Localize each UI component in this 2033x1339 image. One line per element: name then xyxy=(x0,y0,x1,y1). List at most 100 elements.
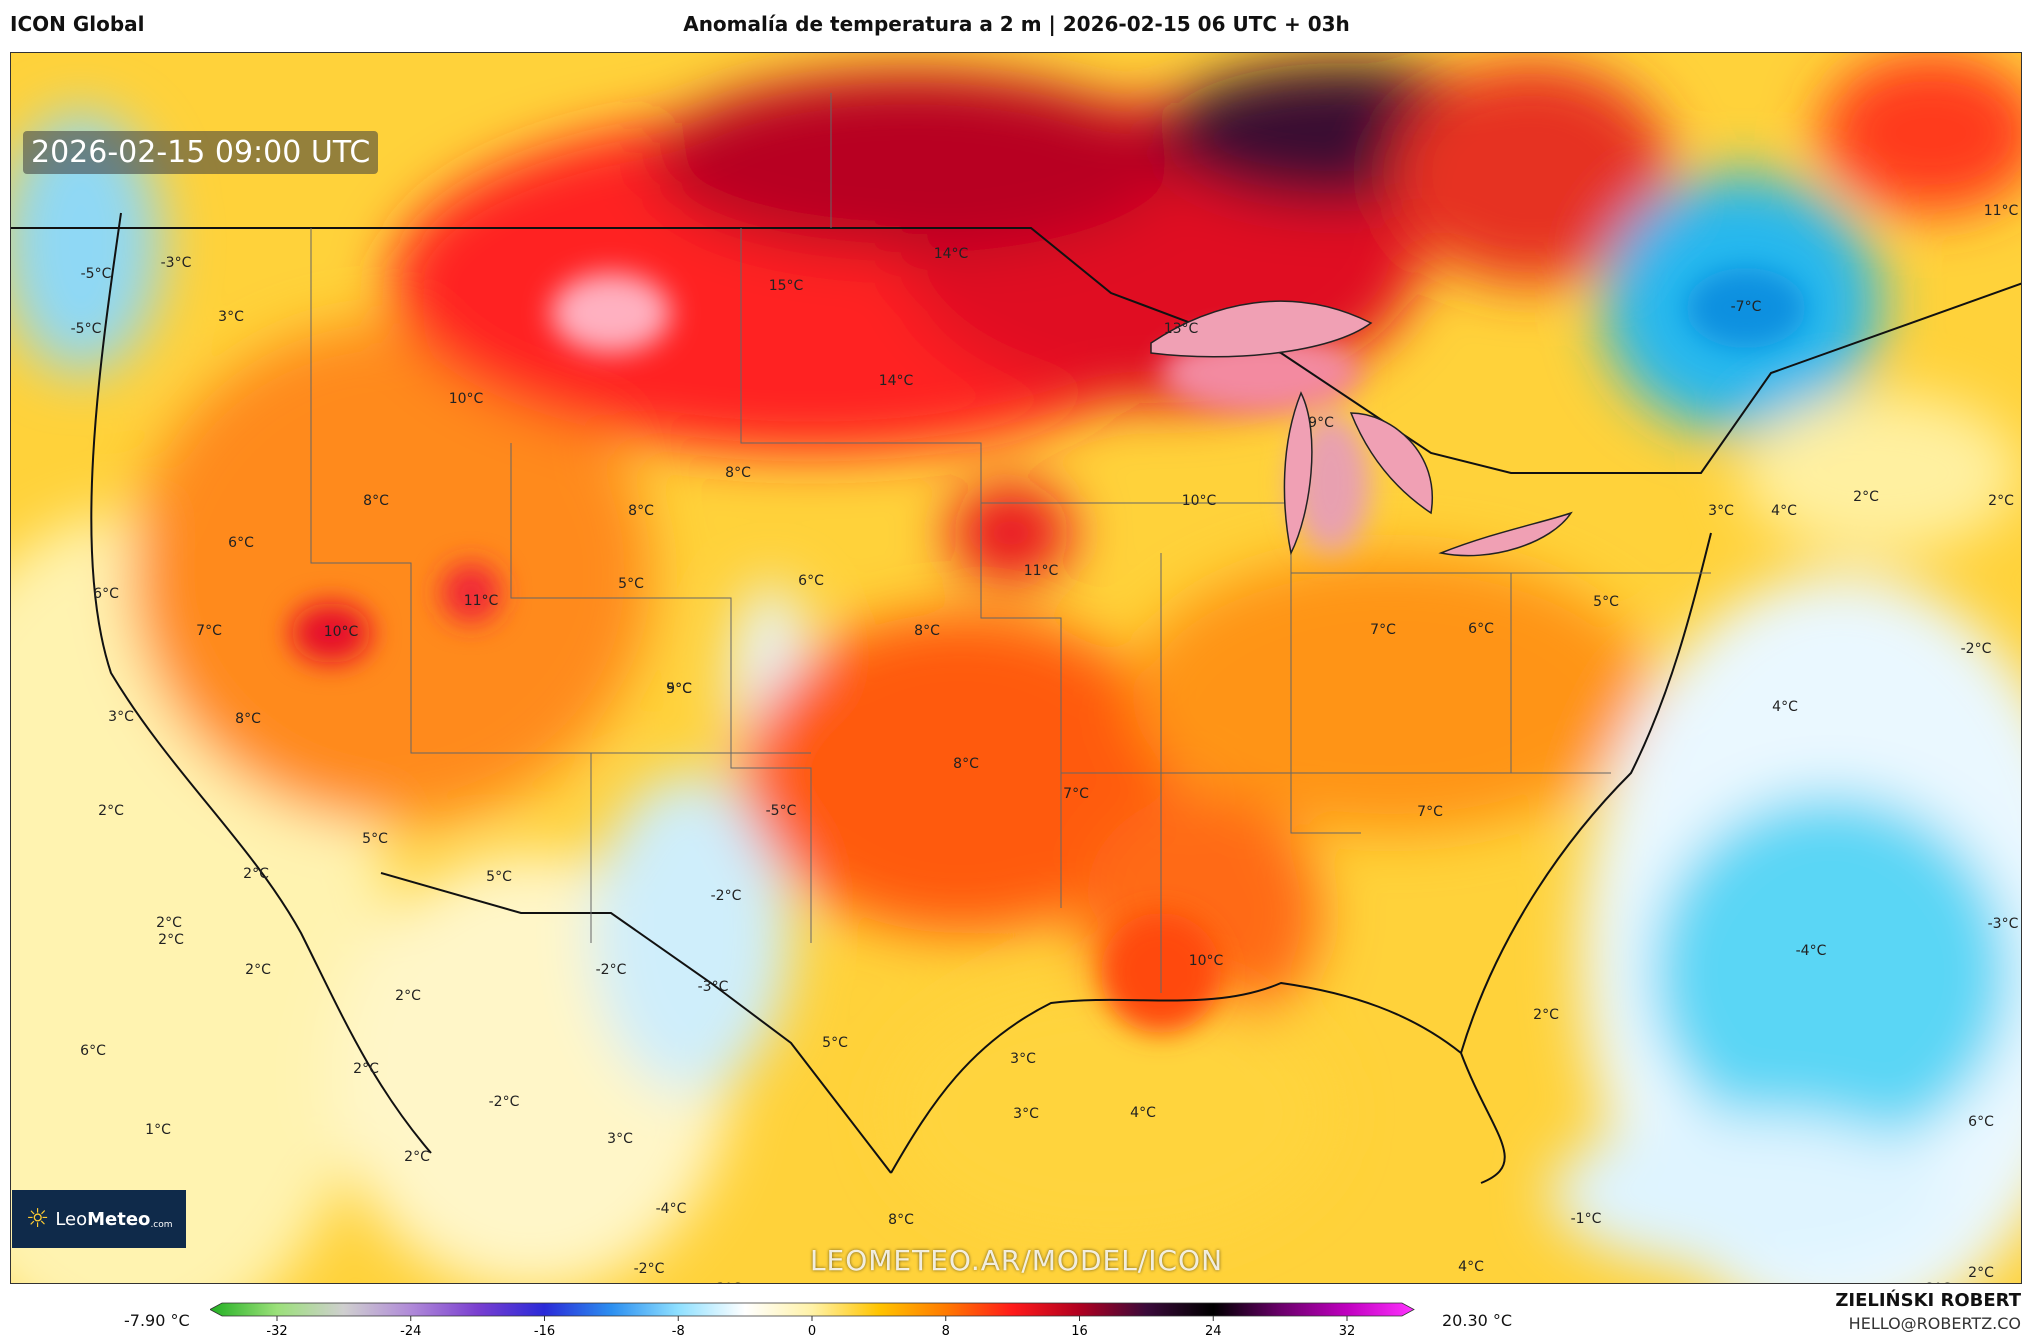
temperature-label: -1°C xyxy=(1571,1211,1602,1227)
colorbar: -32 -24 -16 -8 0 8 16 24 32 xyxy=(210,1302,1415,1339)
temperature-label: 6°C xyxy=(798,573,824,589)
temperature-label: -2°C xyxy=(634,1261,665,1277)
colorbar-gradient xyxy=(210,1302,1415,1317)
temperature-label: -5°C xyxy=(81,266,112,282)
colorbar-min-value: -7.90 °C xyxy=(124,1311,190,1330)
temperature-label: 2°C xyxy=(1988,493,2014,509)
temperature-label: 5°C xyxy=(822,1035,848,1051)
temperature-label: 7°C xyxy=(1417,804,1443,820)
colorbar-max-value: 20.30 °C xyxy=(1442,1311,1513,1330)
temperature-label: 3°C xyxy=(1708,503,1734,519)
author-email: HELLO@ROBERTZ.CO xyxy=(1848,1314,2021,1333)
temperature-label: 8°C xyxy=(628,503,654,519)
map-title: Anomalía de temperatura a 2 m | 2026-02-… xyxy=(683,12,1350,36)
temperature-label: 8°C xyxy=(363,493,389,509)
shading-detail xyxy=(291,268,1806,1033)
temperature-label: 4°C xyxy=(1130,1105,1156,1121)
temperature-label: -2°C xyxy=(711,888,742,904)
temperature-label: 8°C xyxy=(914,623,940,639)
temperature-label: 2°C xyxy=(404,1149,430,1165)
temperature-label: 15°C xyxy=(769,278,804,294)
temperature-label: -7°C xyxy=(1731,299,1762,315)
colorbar-tick-label: -24 xyxy=(400,1324,421,1339)
temperature-label: -2°C xyxy=(489,1094,520,1110)
temperature-label: 7°C xyxy=(1370,622,1396,638)
temperature-label: -4°C xyxy=(656,1201,687,1217)
anomaly-map[interactable]: 14°C 15°C 14°C 13°C 11°C -7°C -3°C -5°C 3°C 10°C 8… xyxy=(10,52,2022,1284)
colorbar-tick-label: -16 xyxy=(534,1324,555,1339)
temperature-label: 5°C xyxy=(618,576,644,592)
temperature-label: 7°C xyxy=(196,623,222,639)
temperature-label: 2°C xyxy=(1853,489,1879,505)
author-name: ZIELIŃSKI ROBERT xyxy=(1835,1290,2021,1311)
sun-icon: ☼ xyxy=(26,1204,50,1234)
temperature-label: 6°C xyxy=(80,1043,106,1059)
temperature-label: -3°C xyxy=(1988,916,2019,932)
temperature-label: 5°C xyxy=(1593,594,1619,610)
temperature-label: 2°C xyxy=(98,803,124,819)
temperature-label: 3°C xyxy=(108,709,134,725)
great-lakes xyxy=(1150,300,1573,557)
temperature-label: 2°C xyxy=(158,932,184,948)
temperature-label: 7°C xyxy=(1063,786,1089,802)
temperature-label: 10°C xyxy=(1182,493,1217,509)
colorbar-tick-label: 16 xyxy=(1071,1324,1088,1339)
colorbar-tick-label: 24 xyxy=(1205,1324,1222,1339)
temperature-label: 3°C xyxy=(218,309,244,325)
temperature-label: 2°C xyxy=(243,866,269,882)
temperature-label: 8°C xyxy=(235,711,261,727)
temperature-label: 6°C xyxy=(1968,1114,1994,1130)
temperature-label: 10°C xyxy=(449,391,484,407)
temperature-label: 5°C xyxy=(362,831,388,847)
temperature-label: -4°C xyxy=(1796,943,1827,959)
temperature-label: 11°C xyxy=(1984,203,2019,219)
temperature-label: -3°C xyxy=(161,255,192,271)
temperature-label: 4°C xyxy=(1771,503,1797,519)
colorbar-tick-label: 0 xyxy=(808,1324,816,1339)
temperature-label: -3°C xyxy=(698,979,729,995)
temperature-label: 2°C xyxy=(1968,1265,1994,1281)
temperature-label: 3°C xyxy=(607,1131,633,1147)
temperature-label: 6°C xyxy=(228,535,254,551)
temperature-label: 4°C xyxy=(1458,1259,1484,1275)
temperature-label: 8°C xyxy=(888,1212,914,1228)
temperature-label: -2°C xyxy=(596,962,627,978)
valid-time: 2026-02-15 09:00 UTC xyxy=(23,131,379,174)
colorbar-tick-label: 32 xyxy=(1339,1324,1356,1339)
colorbar-tick-label: -32 xyxy=(266,1324,287,1339)
logo-text: LeoMeteo.com xyxy=(55,1208,173,1230)
leometeo-logo: ☼ LeoMeteo.com xyxy=(12,1190,186,1248)
temperature-label: -2°C xyxy=(1921,1281,1952,1284)
state-lines xyxy=(310,93,1711,993)
colorbar-tick-label: 8 xyxy=(942,1324,950,1339)
temperature-label: 5°C xyxy=(486,869,512,885)
temperature-label: 13°C xyxy=(1164,321,1199,337)
temperature-label: 14°C xyxy=(879,373,914,389)
temperature-label: 8°C xyxy=(953,756,979,772)
map-canvas: 14°C 15°C 14°C 13°C 11°C -7°C -3°C -5°C 3°C 10°C 8… xyxy=(11,53,2021,1284)
temperature-label: 9°C xyxy=(1308,415,1334,431)
temperature-label: 11°C xyxy=(1024,563,1059,579)
temperature-label: 10°C xyxy=(324,624,359,640)
temperature-label: 6°C xyxy=(93,586,119,602)
temperature-label: 3°C xyxy=(1010,1051,1036,1067)
temperature-label: 2°C xyxy=(245,962,271,978)
temperature-label: 3°C xyxy=(1013,1106,1039,1122)
temperature-label: 2°C xyxy=(353,1061,379,1077)
temperature-label: 2°C xyxy=(395,988,421,1004)
temperature-label: 4°C xyxy=(1772,699,1798,715)
temperature-label: 9°C xyxy=(666,681,692,697)
temperature-label: 3°C xyxy=(716,1281,742,1284)
temperature-label: -2°C xyxy=(1961,641,1992,657)
anomaly-shading xyxy=(11,53,2021,1283)
temperature-label: 2°C xyxy=(1533,1007,1559,1023)
temperature-label: 10°C xyxy=(1189,953,1224,969)
temperature-label: 1°C xyxy=(145,1122,171,1138)
temperature-label: 6°C xyxy=(1468,621,1494,637)
temperature-labels: 14°C 15°C 14°C 13°C 11°C -7°C -3°C -5°C 3°C 10°C 8… xyxy=(71,203,2019,1284)
temperature-label: 5°C xyxy=(666,681,692,697)
temperature-label: 2°C xyxy=(156,915,182,931)
model-url-watermark: LEOMETEO.AR/MODEL/ICON xyxy=(809,1244,1224,1277)
temperature-label: 14°C xyxy=(934,246,969,262)
temperature-label: 11°C xyxy=(464,593,499,609)
